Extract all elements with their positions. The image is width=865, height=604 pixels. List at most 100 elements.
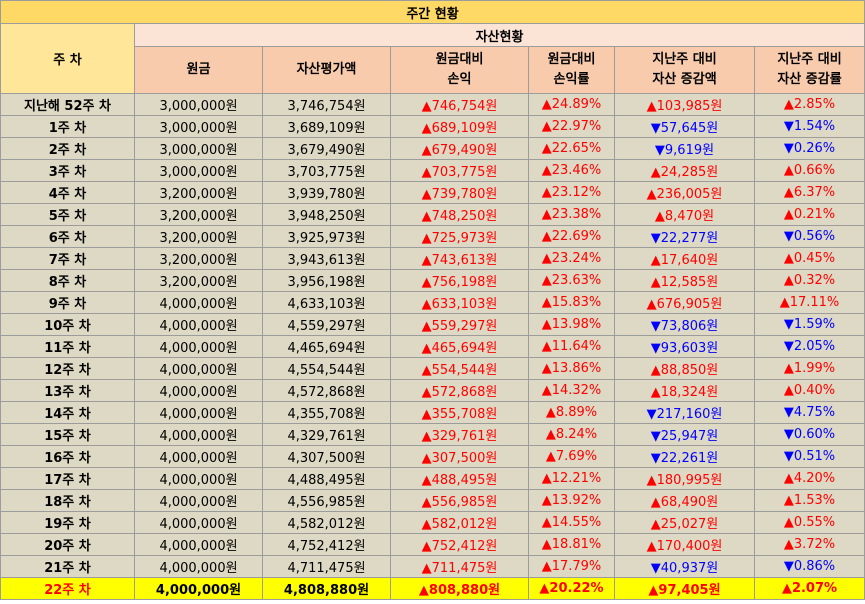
principal-cell[interactable]: 3,200,000원 (134, 203, 263, 226)
profit-loss-rate-cell[interactable]: ▲23.24% (528, 247, 615, 270)
weekly-change-rate-cell[interactable]: ▼0.60% (754, 423, 865, 446)
weekly-change-rate-cell[interactable]: ▲4.20% (754, 467, 865, 490)
weekly-change-rate-cell[interactable]: ▲0.32% (754, 269, 865, 292)
principal-cell[interactable]: 3,200,000원 (134, 269, 263, 292)
weekly-change-rate-cell[interactable]: ▲2.85% (754, 93, 865, 116)
weekly-change-cell[interactable]: ▲25,027원 (614, 511, 755, 534)
weekly-change-rate-cell[interactable]: ▼0.56% (754, 225, 865, 248)
profit-loss-rate-cell[interactable]: ▲23.63% (528, 269, 615, 292)
weekly-change-rate-cell[interactable]: ▼0.26% (754, 137, 865, 160)
weekly-change-rate-cell[interactable]: ▲1.99% (754, 357, 865, 380)
principal-cell[interactable]: 4,000,000원 (134, 445, 263, 468)
profit-loss-cell[interactable]: ▲559,297원 (390, 313, 529, 336)
weekly-change-rate-cell[interactable]: ▲6.37% (754, 181, 865, 204)
weekly-change-cell[interactable]: ▲8,470원 (614, 203, 755, 226)
profit-loss-rate-cell[interactable]: ▲12.21% (528, 467, 615, 490)
header-weekly-change[interactable]: 지난주 대비 자산 증감액 (614, 46, 755, 94)
profit-loss-cell[interactable]: ▲743,613원 (390, 247, 529, 270)
weekly-change-rate-cell[interactable]: ▼0.51% (754, 445, 865, 468)
principal-cell[interactable]: 4,000,000원 (134, 423, 263, 446)
weekly-change-rate-cell[interactable]: ▼2.05% (754, 335, 865, 358)
profit-loss-cell[interactable]: ▲355,708원 (390, 401, 529, 424)
profit-loss-cell[interactable]: ▲554,544원 (390, 357, 529, 380)
weekly-change-rate-cell[interactable]: ▼0.86% (754, 555, 865, 578)
asset-value-cell[interactable]: 4,556,985원 (262, 489, 391, 512)
week-cell[interactable]: 14주 차 (0, 401, 135, 424)
profit-loss-cell[interactable]: ▲556,985원 (390, 489, 529, 512)
weekly-change-cell[interactable]: ▼25,947원 (614, 423, 755, 446)
week-cell[interactable]: 18주 차 (0, 489, 135, 512)
profit-loss-rate-cell[interactable]: ▲22.65% (528, 137, 615, 160)
principal-cell[interactable]: 3,000,000원 (134, 115, 263, 138)
week-cell[interactable]: 9주 차 (0, 291, 135, 314)
principal-cell[interactable]: 3,000,000원 (134, 159, 263, 182)
week-cell[interactable]: 21주 차 (0, 555, 135, 578)
weekly-change-cell[interactable]: ▼73,806원 (614, 313, 755, 336)
profit-loss-rate-cell[interactable]: ▲14.55% (528, 511, 615, 534)
principal-cell[interactable]: 4,000,000원 (134, 291, 263, 314)
week-cell[interactable]: 8주 차 (0, 269, 135, 292)
profit-loss-cell[interactable]: ▲748,250원 (390, 203, 529, 226)
weekly-change-rate-cell[interactable]: ▲0.40% (754, 379, 865, 402)
weekly-change-rate-cell[interactable]: ▼1.59% (754, 313, 865, 336)
weekly-change-cell[interactable]: ▼93,603원 (614, 335, 755, 358)
profit-loss-rate-cell[interactable]: ▲15.83% (528, 291, 615, 314)
weekly-change-cell[interactable]: ▼40,937원 (614, 555, 755, 578)
principal-cell[interactable]: 3,000,000원 (134, 93, 263, 116)
header-weekly-change-rate[interactable]: 지난주 대비 자산 증감률 (754, 46, 865, 94)
principal-cell[interactable]: 4,000,000원 (134, 313, 263, 336)
asset-value-cell[interactable]: 4,307,500원 (262, 445, 391, 468)
weekly-change-cell[interactable]: ▲88,850원 (614, 357, 755, 380)
header-profit-loss[interactable]: 원금대비 손익 (390, 46, 529, 94)
week-cell[interactable]: 17주 차 (0, 467, 135, 490)
weekly-change-rate-cell[interactable]: ▲3.72% (754, 533, 865, 556)
profit-loss-cell[interactable]: ▲711,475원 (390, 555, 529, 578)
weekly-change-cell[interactable]: ▼22,277원 (614, 225, 755, 248)
profit-loss-cell[interactable]: ▲633,103원 (390, 291, 529, 314)
weekly-change-cell[interactable]: ▲97,405원 (614, 577, 755, 600)
principal-cell[interactable]: 4,000,000원 (134, 379, 263, 402)
profit-loss-rate-cell[interactable]: ▲20.22% (528, 577, 615, 600)
profit-loss-rate-cell[interactable]: ▲17.79% (528, 555, 615, 578)
asset-value-cell[interactable]: 3,703,775원 (262, 159, 391, 182)
sheet-title[interactable]: 주간 현황 (0, 0, 865, 24)
week-cell[interactable]: 10주 차 (0, 313, 135, 336)
asset-value-cell[interactable]: 4,752,412원 (262, 533, 391, 556)
profit-loss-cell[interactable]: ▲746,754원 (390, 93, 529, 116)
principal-cell[interactable]: 3,200,000원 (134, 225, 263, 248)
principal-cell[interactable]: 4,000,000원 (134, 401, 263, 424)
week-cell[interactable]: 11주 차 (0, 335, 135, 358)
asset-value-cell[interactable]: 4,559,297원 (262, 313, 391, 336)
profit-loss-cell[interactable]: ▲572,868원 (390, 379, 529, 402)
asset-value-cell[interactable]: 4,554,544원 (262, 357, 391, 380)
profit-loss-cell[interactable]: ▲808,880원 (390, 577, 529, 600)
week-cell[interactable]: 20주 차 (0, 533, 135, 556)
asset-value-cell[interactable]: 4,488,495원 (262, 467, 391, 490)
profit-loss-cell[interactable]: ▲329,761원 (390, 423, 529, 446)
profit-loss-rate-cell[interactable]: ▲18.81% (528, 533, 615, 556)
week-cell[interactable]: 6주 차 (0, 225, 135, 248)
principal-cell[interactable]: 4,000,000원 (134, 533, 263, 556)
profit-loss-rate-cell[interactable]: ▲13.98% (528, 313, 615, 336)
weekly-change-rate-cell[interactable]: ▲0.66% (754, 159, 865, 182)
asset-value-cell[interactable]: 4,711,475원 (262, 555, 391, 578)
principal-cell[interactable]: 4,000,000원 (134, 555, 263, 578)
principal-cell[interactable]: 3,200,000원 (134, 247, 263, 270)
profit-loss-cell[interactable]: ▲739,780원 (390, 181, 529, 204)
asset-value-cell[interactable]: 4,808,880원 (262, 577, 391, 600)
weekly-change-cell[interactable]: ▲18,324원 (614, 379, 755, 402)
profit-loss-rate-cell[interactable]: ▲24.89% (528, 93, 615, 116)
week-cell[interactable]: 7주 차 (0, 247, 135, 270)
principal-cell[interactable]: 3,000,000원 (134, 137, 263, 160)
profit-loss-cell[interactable]: ▲756,198원 (390, 269, 529, 292)
profit-loss-rate-cell[interactable]: ▲8.24% (528, 423, 615, 446)
week-cell[interactable]: 3주 차 (0, 159, 135, 182)
profit-loss-rate-cell[interactable]: ▲22.69% (528, 225, 615, 248)
weekly-change-rate-cell[interactable]: ▲17.11% (754, 291, 865, 314)
profit-loss-cell[interactable]: ▲752,412원 (390, 533, 529, 556)
week-cell[interactable]: 19주 차 (0, 511, 135, 534)
week-cell[interactable]: 2주 차 (0, 137, 135, 160)
asset-value-cell[interactable]: 4,355,708원 (262, 401, 391, 424)
profit-loss-cell[interactable]: ▲307,500원 (390, 445, 529, 468)
profit-loss-cell[interactable]: ▲582,012원 (390, 511, 529, 534)
